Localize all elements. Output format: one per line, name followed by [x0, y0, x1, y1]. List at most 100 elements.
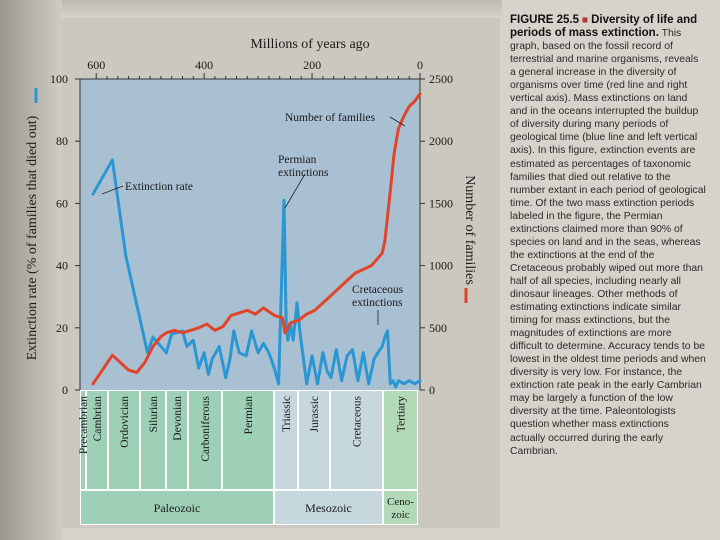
y-right-tick-label: 500	[429, 321, 447, 335]
x-axis-title: Millions of years ago	[250, 37, 369, 52]
series-point	[152, 345, 154, 348]
series-point	[92, 383, 94, 385]
x-tick-label: 0	[417, 58, 423, 72]
period-band-precambrian	[81, 391, 85, 489]
leader-number-of-families	[389, 116, 406, 127]
series-point	[419, 93, 421, 95]
series-point	[314, 309, 316, 311]
annotation-permian: Permian extinctions	[278, 154, 329, 179]
y-right-tick-label: 1500	[429, 196, 453, 210]
era-band-1	[275, 491, 382, 524]
series-point	[262, 307, 265, 309]
series-point	[292, 339, 294, 341]
series-point	[387, 330, 389, 332]
caption-figure-number: FIGURE 25.5	[510, 14, 580, 26]
series-point	[373, 358, 375, 360]
period-label-permian: Permian	[243, 396, 255, 435]
caption-body: This graph, based on the fossil record o…	[510, 28, 706, 457]
series-point	[397, 380, 400, 382]
series-point	[211, 358, 213, 360]
era-label-paleozoic: Paleozoic	[154, 501, 201, 515]
series-point	[238, 312, 240, 314]
series-point	[395, 386, 397, 388]
series-point	[198, 367, 200, 369]
series-point	[330, 376, 332, 379]
era-label-cenozoic: Ceno-zoic	[387, 496, 414, 521]
series-point	[346, 279, 348, 282]
series-point	[111, 354, 113, 356]
series-point	[322, 302, 324, 304]
series-point	[225, 376, 227, 379]
series-point	[229, 358, 231, 360]
era-band-2	[384, 491, 417, 524]
series-point	[181, 332, 184, 334]
era-label-mesozoic: Mesozoic	[305, 501, 352, 515]
series-point	[419, 380, 421, 382]
period-label-cambrian: Cambrian	[92, 396, 104, 442]
x-tick-label: 600	[87, 58, 105, 72]
leader-extinction-rate	[101, 185, 124, 195]
series-point	[273, 314, 275, 316]
series-point	[165, 332, 167, 334]
caption-bullet: ■	[581, 15, 589, 26]
period-label-devonian: Devonian	[172, 396, 184, 441]
series-point	[338, 287, 340, 289]
series-point	[218, 345, 220, 348]
series-point	[296, 302, 298, 304]
series-point	[341, 380, 343, 382]
series-point	[330, 294, 332, 297]
leader-permian	[284, 173, 306, 209]
figure-caption: FIGURE 25.5 ■ Diversity of life and peri…	[510, 14, 706, 458]
series-point	[326, 370, 328, 372]
period-band-ordovician	[109, 391, 139, 489]
series-point	[192, 339, 194, 341]
series-point	[384, 336, 386, 338]
series-point	[408, 380, 410, 382]
series-point	[354, 272, 356, 274]
series-point	[381, 345, 383, 348]
series-point	[186, 345, 188, 348]
series-point	[389, 383, 391, 385]
series-point	[230, 314, 232, 316]
series-point	[365, 267, 367, 269]
series-point	[299, 333, 301, 335]
period-band-permian	[223, 391, 273, 489]
series-point	[381, 252, 383, 254]
period-band-cretaceous	[331, 391, 382, 489]
series-point	[198, 327, 200, 329]
period-band-triassic	[275, 391, 297, 489]
page-shadow-left	[0, 0, 62, 540]
series-point	[119, 362, 122, 364]
y-right-tick-label: 0	[429, 383, 435, 397]
series-point	[392, 380, 394, 382]
series-point	[403, 383, 405, 385]
series-point	[408, 105, 410, 107]
series-point	[351, 348, 354, 351]
series-point	[206, 323, 208, 325]
series-point	[362, 352, 364, 354]
series-point	[144, 362, 146, 364]
series-point	[254, 313, 256, 315]
series-point	[306, 313, 308, 315]
series-point	[152, 336, 154, 338]
series-point	[393, 153, 395, 155]
y-right-tick-label: 2500	[429, 72, 453, 86]
period-band-silurian	[141, 391, 165, 489]
annotation-number-of-families: Number of families	[285, 112, 376, 124]
series-point	[311, 355, 313, 357]
series-point	[287, 339, 289, 341]
series-point	[377, 352, 379, 354]
series-point	[346, 355, 348, 357]
series-point	[111, 159, 113, 161]
period-band-devonian	[167, 391, 187, 489]
series-point	[127, 369, 130, 371]
y-left-tick-label: 0	[62, 383, 68, 397]
series-point	[284, 332, 286, 334]
series-point	[278, 383, 280, 385]
series-point	[100, 370, 103, 372]
series-point	[283, 199, 285, 201]
series-point	[322, 352, 324, 354]
series-point	[414, 383, 416, 385]
y-right-axis-label: Number of families	[462, 175, 477, 285]
series-point	[273, 367, 275, 369]
